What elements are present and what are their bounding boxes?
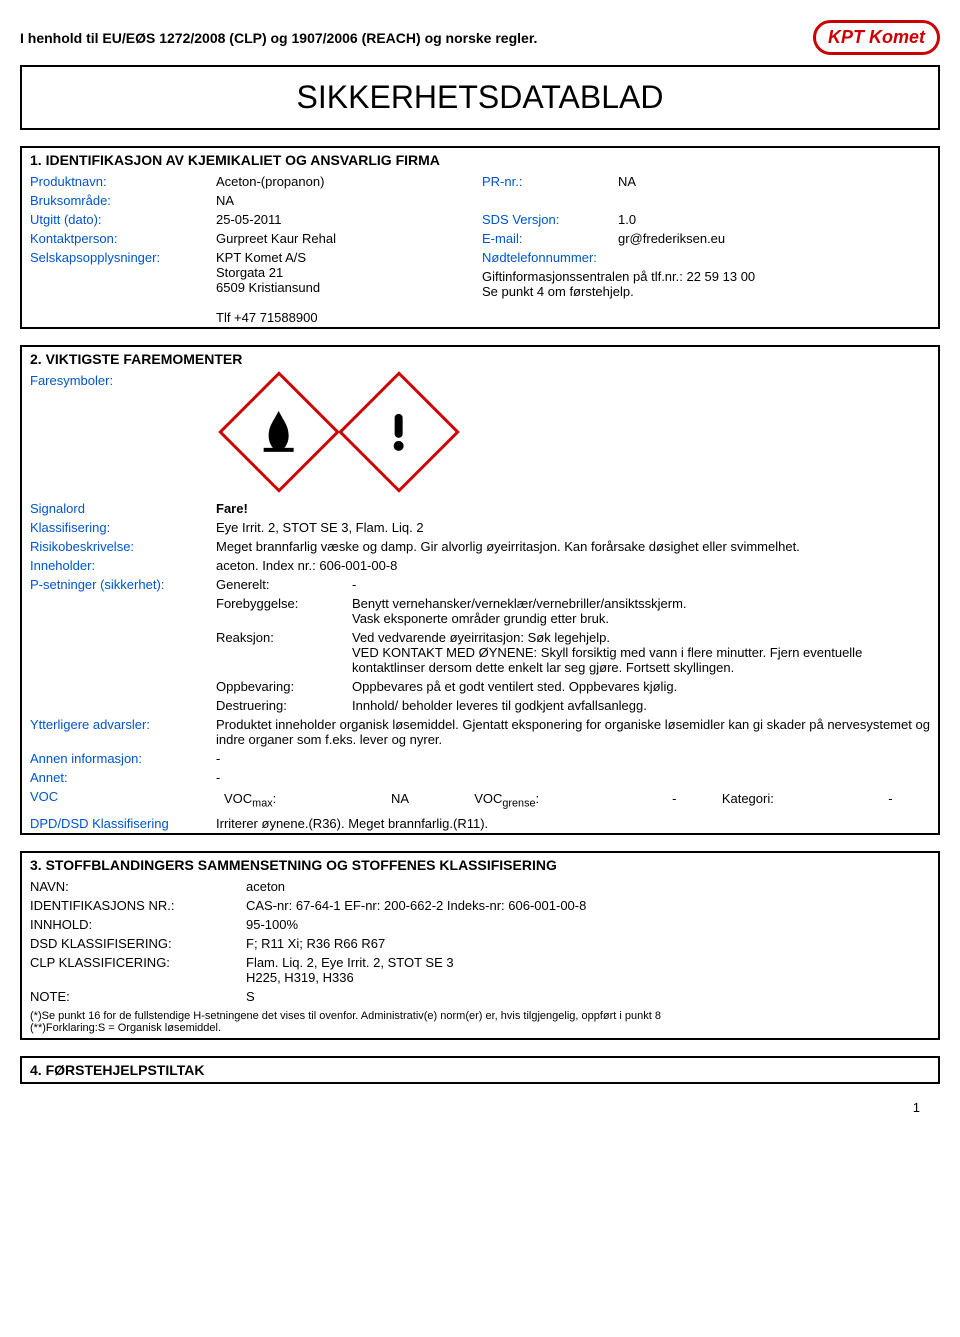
section-1-title: 1. IDENTIFIKASJON AV KJEMIKALIET OG ANSV… — [22, 148, 938, 172]
contact-value: Gurpreet Kaur Rehal — [208, 229, 474, 248]
prnr-value: NA — [610, 172, 938, 191]
risk-value: Meget brannfarlig væske og damp. Gir alv… — [208, 537, 938, 556]
oppbev-value: Oppbevares på et godt ventilert sted. Op… — [344, 677, 938, 696]
regulation-text: I henhold til EU/EØS 1272/2008 (CLP) og … — [20, 30, 537, 46]
emergency-value: Giftinformasjonssentralen på tlf.nr.: 22… — [482, 269, 930, 299]
section-3-table: NAVN: aceton IDENTIFIKASJONS NR.: CAS-nr… — [22, 877, 938, 1006]
section-4-title: 4. FØRSTEHJELPSTILTAK — [22, 1058, 938, 1082]
annen-label: Annen informasjon: — [22, 749, 208, 768]
faresymboler-label: Faresymboler: — [22, 371, 208, 499]
signalord-label: Signalord — [22, 499, 208, 518]
destr-label: Destruering: — [208, 696, 344, 715]
section-3: 3. STOFFBLANDINGERS SAMMENSETNING OG STO… — [20, 851, 940, 1040]
vocmax-value: NA — [383, 789, 466, 812]
klassif-value: Eye Irrit. 2, STOT SE 3, Flam. Liq. 2 — [208, 518, 938, 537]
destr-value: Innhold/ beholder leveres til godkjent a… — [344, 696, 938, 715]
dsd-value: F; R11 Xi; R36 R66 R67 — [238, 934, 938, 953]
productname-value: Aceton-(propanon) — [208, 172, 474, 191]
section-3-title: 3. STOFFBLANDINGERS SAMMENSETNING OG STO… — [22, 853, 938, 877]
productname-label: Produktnavn: — [22, 172, 208, 191]
clp-label: CLP KLASSIFICERING: — [22, 953, 238, 987]
generelt-value: - — [344, 575, 938, 594]
dsd-label: DSD KLASSIFISERING: — [22, 934, 238, 953]
sds-label: SDS Versjon: — [474, 210, 610, 229]
reaksjon-label: Reaksjon: — [208, 628, 344, 677]
section-1: 1. IDENTIFIKASJON AV KJEMIKALIET OG ANSV… — [20, 146, 940, 329]
clp-value: Flam. Liq. 2, Eye Irrit. 2, STOT SE 3 H2… — [238, 953, 938, 987]
section-3-footnote: (*)Se punkt 16 for de fullstendige H-set… — [22, 1006, 938, 1038]
note-value: S — [238, 987, 938, 1006]
page-number: 1 — [20, 1100, 940, 1115]
voc-label: VOC — [22, 787, 208, 814]
generelt-label: Generelt: — [208, 575, 344, 594]
vocgrense-value: - — [664, 789, 714, 812]
contains-label: Inneholder: — [22, 556, 208, 575]
section-2-table: Faresymboler: — [22, 371, 938, 833]
use-value: NA — [208, 191, 474, 210]
hazard-symbols — [216, 373, 930, 497]
vocgrense-label: VOCgrense: — [466, 789, 664, 812]
id-label: IDENTIFIKASJONS NR.: — [22, 896, 238, 915]
navn-label: NAVN: — [22, 877, 238, 896]
header-row: I henhold til EU/EØS 1272/2008 (CLP) og … — [20, 20, 940, 55]
section-1-table: Produktnavn: Aceton-(propanon) PR-nr.: N… — [22, 172, 938, 327]
pset-label: P-setninger (sikkerhet): — [22, 575, 208, 594]
id-value: CAS-nr: 67-64-1 EF-nr: 200-662-2 Indeks-… — [238, 896, 938, 915]
date-label: Utgitt (dato): — [22, 210, 208, 229]
ytt-value: Produktet inneholder organisk løsemiddel… — [208, 715, 938, 749]
emergency-label: Nødtelefonnummer: — [482, 250, 930, 265]
exclamation-icon — [338, 371, 460, 493]
ytt-label: Ytterligere advarsler: — [22, 715, 208, 749]
flame-icon — [218, 371, 340, 493]
kategori-label: Kategori: — [714, 789, 880, 812]
vocmax-label: VOCmax: — [216, 789, 383, 812]
company-logo: KPT Komet — [813, 20, 940, 55]
annet-value: - — [208, 768, 938, 787]
forebyg-label: Forebyggelse: — [208, 594, 344, 628]
klassif-label: Klassifisering: — [22, 518, 208, 537]
email-label: E-mail: — [474, 229, 610, 248]
email-value: gr@frederiksen.eu — [610, 229, 938, 248]
note-label: NOTE: — [22, 987, 238, 1006]
use-label: Bruksområde: — [22, 191, 208, 210]
document-title: SIKKERHETSDATABLAD — [20, 65, 940, 130]
reaksjon-value: Ved vedvarende øyeirritasjon: Søk legehj… — [344, 628, 938, 677]
oppbev-label: Oppbevaring: — [208, 677, 344, 696]
dpd-label: DPD/DSD Klassifisering — [22, 814, 208, 833]
dpd-value: Irriterer øynene.(R36). Meget brannfarli… — [208, 814, 938, 833]
section-2-title: 2. VIKTIGSTE FAREMOMENTER — [22, 347, 938, 371]
annen-value: - — [208, 749, 938, 768]
annet-label: Annet: — [22, 768, 208, 787]
section-2: 2. VIKTIGSTE FAREMOMENTER Faresymboler: — [20, 345, 940, 835]
navn-value: aceton — [238, 877, 938, 896]
prnr-label: PR-nr.: — [474, 172, 610, 191]
section-4: 4. FØRSTEHJELPSTILTAK — [20, 1056, 940, 1084]
date-value: 25-05-2011 — [208, 210, 474, 229]
risk-label: Risikobeskrivelse: — [22, 537, 208, 556]
company-label: Selskapsopplysninger: — [22, 248, 208, 327]
signalord-value: Fare! — [208, 499, 938, 518]
contact-label: Kontaktperson: — [22, 229, 208, 248]
forebyg-value: Benytt vernehansker/verneklær/vernebrill… — [344, 594, 938, 628]
sds-value: 1.0 — [610, 210, 938, 229]
kategori-value: - — [880, 789, 930, 812]
innhold-label: INNHOLD: — [22, 915, 238, 934]
contains-value: aceton. Index nr.: 606-001-00-8 — [208, 556, 938, 575]
innhold-value: 95-100% — [238, 915, 938, 934]
company-value: KPT Komet A/S Storgata 21 6509 Kristians… — [208, 248, 474, 327]
